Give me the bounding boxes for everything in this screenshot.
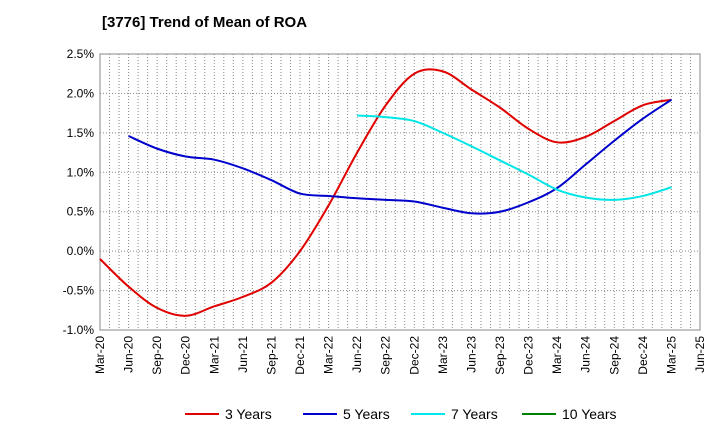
grid-lines bbox=[100, 54, 700, 330]
x-tick-label: Mar-22 bbox=[322, 336, 336, 374]
x-tick-label: Sep-22 bbox=[379, 336, 393, 375]
series-line-7-years bbox=[357, 114, 672, 201]
y-tick-label: 1.5% bbox=[67, 126, 95, 140]
y-tick-label: 0.5% bbox=[67, 205, 95, 219]
y-tick-label: 1.0% bbox=[67, 165, 95, 179]
legend-label: 3 Years bbox=[225, 406, 272, 422]
legend: 3 Years 5 Years 7 Years 10 Years bbox=[185, 406, 617, 422]
series-line-5-years bbox=[128, 98, 672, 215]
x-tick-label: Mar-23 bbox=[436, 336, 450, 374]
x-tick-label: Jun-20 bbox=[122, 336, 136, 373]
x-tick-label: Jun-22 bbox=[350, 336, 364, 373]
x-tick-labels: Mar-20 Jun-20 Sep-20 Dec-20 Mar-21 Jun-21 Sep-… bbox=[93, 336, 707, 375]
legend-label: 5 Years bbox=[343, 406, 390, 422]
x-tick-label: Dec-20 bbox=[179, 336, 193, 375]
legend-label: 10 Years bbox=[562, 406, 617, 422]
x-tick-label: Dec-23 bbox=[522, 336, 536, 375]
x-tick-label: Jun-24 bbox=[579, 336, 593, 373]
x-tick-label: Mar-24 bbox=[550, 336, 564, 374]
y-tick-label: -1.0% bbox=[63, 323, 95, 337]
x-tick-label: Mar-25 bbox=[664, 336, 678, 374]
x-tick-label: Mar-20 bbox=[93, 336, 107, 374]
x-tick-label: Jun-25 bbox=[693, 336, 707, 373]
x-tick-label: Mar-21 bbox=[207, 336, 221, 374]
series-lines bbox=[99, 68, 672, 317]
x-tick-label: Sep-23 bbox=[493, 336, 507, 375]
y-tick-label: 0.0% bbox=[67, 244, 95, 258]
y-tick-label: -0.5% bbox=[63, 284, 95, 298]
x-tick-label: Jun-23 bbox=[464, 336, 478, 373]
x-tick-label: Sep-21 bbox=[264, 336, 278, 375]
plot-border bbox=[99, 53, 701, 331]
x-tick-label: Dec-22 bbox=[407, 336, 421, 375]
series-line-3-years bbox=[99, 68, 672, 317]
x-tick-label: Jun-21 bbox=[236, 336, 250, 373]
x-tick-label: Dec-24 bbox=[636, 336, 650, 375]
legend-label: 7 Years bbox=[451, 406, 498, 422]
y-tick-label: 2.5% bbox=[67, 47, 95, 61]
y-tick-labels: 2.5% 2.0% 1.5% 1.0% 0.5% 0.0% -0.5% -1.0% bbox=[63, 47, 95, 337]
x-tick-label: Dec-21 bbox=[293, 336, 307, 375]
chart-title: [3776] Trend of Mean of ROA bbox=[102, 14, 308, 31]
x-tick-label: Sep-24 bbox=[607, 336, 621, 375]
x-tick-label: Sep-20 bbox=[150, 336, 164, 375]
y-tick-label: 2.0% bbox=[67, 86, 95, 100]
